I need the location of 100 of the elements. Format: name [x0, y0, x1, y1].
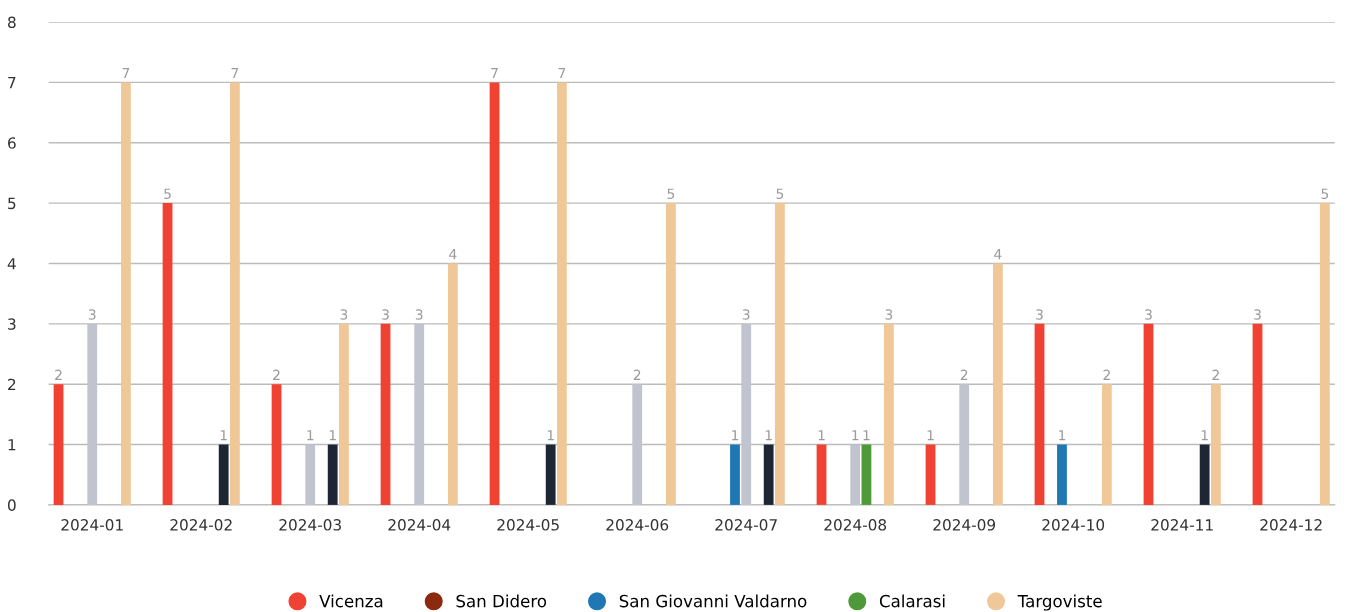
data-label: 3 — [415, 309, 423, 320]
data-label: 3 — [1145, 309, 1152, 320]
data-label: 4 — [994, 249, 1002, 260]
x-tick-label: 2024-03 — [279, 519, 341, 531]
bar — [925, 444, 936, 505]
data-label: 2 — [55, 369, 62, 380]
x-tick-label: 2024-09 — [933, 519, 996, 531]
legend-label: Targoviste — [1017, 594, 1102, 611]
data-label: 1 — [1059, 430, 1066, 441]
data-label: 2 — [273, 369, 280, 380]
bar — [489, 82, 500, 505]
data-label: 1 — [863, 430, 870, 441]
data-label: 7 — [122, 67, 130, 79]
y-tick-label: 1 — [8, 439, 16, 451]
x-tick-label: 2024-10 — [1042, 519, 1105, 531]
data-label: 3 — [885, 309, 893, 320]
bar — [774, 203, 785, 505]
bar — [763, 444, 774, 505]
x-tick-label: 2024-08 — [824, 519, 887, 531]
data-label: 5 — [776, 188, 784, 200]
bar — [1034, 323, 1045, 505]
bar — [730, 444, 740, 505]
data-label: 1 — [1201, 430, 1208, 441]
data-label: 5 — [164, 188, 171, 200]
x-tick-label: 2024-06 — [606, 519, 669, 531]
bar — [271, 384, 282, 505]
data-label: 1 — [220, 430, 227, 441]
data-label: 1 — [547, 430, 554, 441]
data-label: 3 — [1254, 309, 1261, 320]
legend-label: San Giovanni Valdarno — [619, 594, 807, 608]
data-label: 1 — [927, 430, 934, 441]
y-tick-label: 2 — [8, 378, 16, 390]
bar — [861, 444, 872, 505]
bar — [327, 444, 338, 505]
x-tick-label: 2024-07 — [715, 519, 777, 531]
y-tick-label: 4 — [7, 258, 16, 270]
data-label: 3 — [1036, 309, 1043, 320]
bar — [959, 384, 970, 505]
y-tick-label: 8 — [8, 16, 16, 29]
data-label: 3 — [88, 309, 96, 320]
bar — [741, 323, 752, 505]
data-label: 7 — [558, 67, 566, 79]
bar — [545, 444, 556, 505]
legend-label: Vicenza — [319, 594, 383, 608]
bar — [305, 444, 316, 505]
x-tick-label: 2024-01 — [61, 519, 123, 531]
bar — [1252, 323, 1263, 505]
data-label: 2 — [1103, 369, 1110, 380]
bar — [1143, 323, 1154, 505]
x-tick-label: 2024-04 — [388, 519, 451, 531]
y-tick-label: 6 — [8, 137, 16, 149]
bar — [1101, 384, 1112, 505]
data-label: 1 — [852, 430, 859, 441]
bar — [1319, 203, 1330, 505]
x-tick-label: 2024-05 — [497, 519, 559, 531]
data-label: 3 — [742, 309, 750, 320]
data-label: 5 — [667, 188, 675, 200]
bar — [53, 384, 64, 505]
bar — [121, 82, 131, 505]
data-label: 7 — [231, 67, 239, 79]
bar — [1199, 444, 1210, 505]
data-label: 1 — [307, 430, 314, 441]
bar — [87, 323, 98, 505]
data-label: 7 — [491, 67, 498, 79]
bar — [556, 82, 567, 505]
y-tick-label: 5 — [8, 197, 16, 210]
data-label: 1 — [732, 430, 739, 441]
data-label: 2 — [633, 369, 641, 380]
x-tick-label: 2024-02 — [170, 519, 232, 531]
bar — [1057, 444, 1067, 505]
data-label: 1 — [818, 430, 825, 441]
bar — [339, 323, 349, 505]
data-label: 3 — [382, 309, 389, 320]
bar — [883, 323, 894, 505]
bar — [632, 384, 643, 505]
bar — [448, 263, 458, 505]
bar — [850, 444, 861, 505]
y-tick-label: 3 — [8, 318, 16, 330]
bar — [380, 323, 391, 505]
data-label: 1 — [765, 430, 772, 441]
x-tick-label: 2024-12 — [1260, 519, 1322, 531]
bar — [414, 323, 425, 505]
bar — [992, 263, 1003, 505]
data-label: 2 — [960, 369, 968, 380]
bar — [230, 82, 240, 505]
y-tick-label: 0 — [7, 499, 16, 511]
bar — [665, 203, 676, 505]
bar — [218, 444, 229, 505]
legend-label: Calarasi — [879, 594, 945, 608]
data-label: 5 — [1321, 188, 1329, 200]
data-label: 3 — [340, 309, 348, 320]
data-label: 4 — [449, 249, 457, 260]
bar — [1210, 384, 1221, 505]
legend-label: San Didero — [456, 594, 547, 608]
y-tick-label: 7 — [8, 77, 16, 89]
data-label: 2 — [1212, 369, 1219, 380]
bar — [162, 203, 173, 505]
x-tick-label: 2024-11 — [1151, 519, 1213, 531]
data-label: 1 — [329, 430, 336, 441]
bar — [816, 444, 827, 505]
